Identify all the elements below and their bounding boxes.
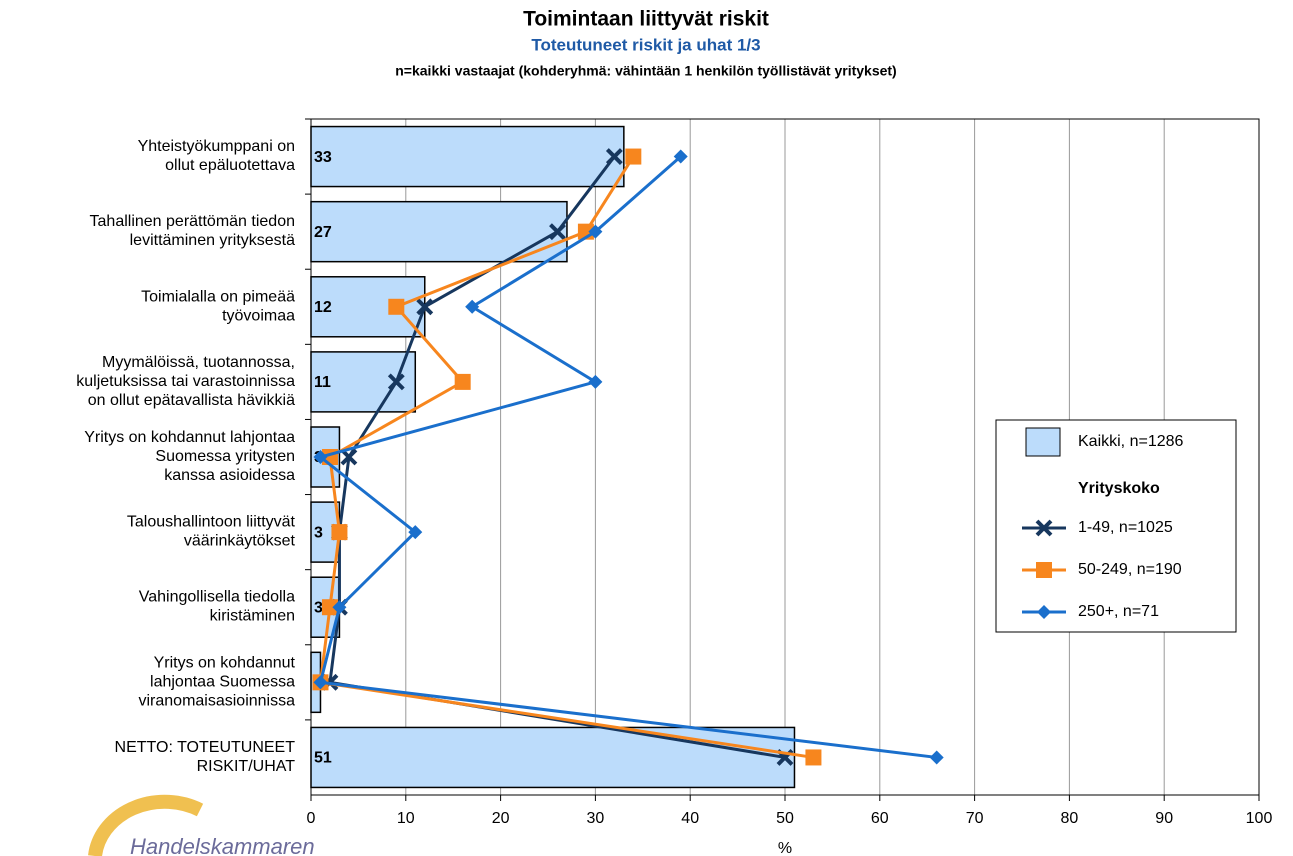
x-tick-label: 80 xyxy=(1061,810,1079,827)
marker-square xyxy=(454,373,471,390)
legend-label: 1-49, n=1025 xyxy=(1078,519,1173,536)
marker-diamond xyxy=(332,600,347,615)
y-tick-label: Vahingollisella tiedolla kiristäminen xyxy=(139,589,295,625)
marker-x xyxy=(1035,519,1053,537)
data-label: 33 xyxy=(314,149,332,166)
logo-arc xyxy=(88,794,204,856)
x-tick-label: 70 xyxy=(966,810,984,827)
y-tick-label: Myymälöissä, tuotannossa, kuljetuksissa t… xyxy=(76,354,295,409)
marker-diamond xyxy=(313,675,328,690)
y-tick-label: Toimialalla on pimeää työvoimaa xyxy=(141,288,295,324)
x-tick-label: 30 xyxy=(587,810,605,827)
data-label: 3 xyxy=(314,599,323,616)
marker-square xyxy=(321,599,338,616)
y-tick-label: Taloushallintoon liittyvät väärinkäytökse… xyxy=(127,514,296,550)
marker-diamond xyxy=(673,149,688,164)
bar xyxy=(310,276,426,338)
chart-title: Toimintaan liittyvät riskit xyxy=(523,8,769,31)
y-tick-label: Yritys on kohdannut lahjontaa Suomessa yr… xyxy=(84,429,295,484)
marker-diamond xyxy=(588,374,603,389)
chart-subtitle: Toteutuneet riskit ja uhat 1/3 xyxy=(531,35,760,54)
legend-label: 250+, n=71 xyxy=(1078,603,1159,620)
marker-x xyxy=(387,373,405,391)
marker-square xyxy=(805,749,822,766)
bar xyxy=(310,726,796,789)
marker-square xyxy=(625,148,642,165)
marker-square xyxy=(331,524,348,541)
marker-square xyxy=(1036,562,1052,578)
x-tick-label: 10 xyxy=(397,810,415,827)
x-tick-label: 40 xyxy=(681,810,699,827)
chart-note: n=kaikki vastaajat (kohderyhmä: vähintää… xyxy=(395,63,896,79)
data-label: 27 xyxy=(314,224,332,241)
marker-x xyxy=(340,448,358,466)
data-label: 11 xyxy=(314,374,331,391)
marker-diamond xyxy=(465,299,480,314)
x-tick-label: 100 xyxy=(1246,810,1273,827)
marker-diamond xyxy=(588,224,603,239)
marker-x xyxy=(416,298,434,316)
x-tick-label: 20 xyxy=(492,810,510,827)
y-tick-label: Yhteistyökumppani on ollut epäluotettava xyxy=(138,138,296,174)
y-tick-label: Yritys on kohdannut lahjontaa Suomessa vir… xyxy=(138,655,295,710)
y-tick-label: NETTO: TOTEUTUNEET RISKIT/UHAT xyxy=(115,739,296,775)
marker-diamond xyxy=(929,750,944,765)
marker-square xyxy=(388,298,405,315)
marker-diamond xyxy=(1037,605,1051,619)
marker-x xyxy=(549,223,566,241)
legend-label: Kaikki, n=1286 xyxy=(1078,433,1184,450)
legend-label: 50-249, n=190 xyxy=(1078,561,1182,578)
marker-x xyxy=(605,148,623,165)
data-label: 12 xyxy=(314,299,332,316)
legend-title: Yrityskoko xyxy=(1078,480,1160,497)
data-label: 51 xyxy=(314,750,332,767)
x-tick-label: 60 xyxy=(871,810,889,827)
x-tick-label: 0 xyxy=(307,810,316,827)
bar xyxy=(310,125,625,188)
x-tick-label: 50 xyxy=(776,810,794,827)
x-axis-label: % xyxy=(778,840,792,856)
data-label: 3 xyxy=(314,524,323,541)
logo-text: Handelskammaren xyxy=(130,834,315,856)
x-tick-label: 90 xyxy=(1155,810,1173,827)
legend-swatch xyxy=(1025,427,1061,457)
y-tick-label: Tahallinen perättömän tiedon levittäminen… xyxy=(90,213,296,249)
marker-diamond xyxy=(408,525,423,540)
marker-diamond xyxy=(313,450,328,464)
bar xyxy=(310,200,568,263)
